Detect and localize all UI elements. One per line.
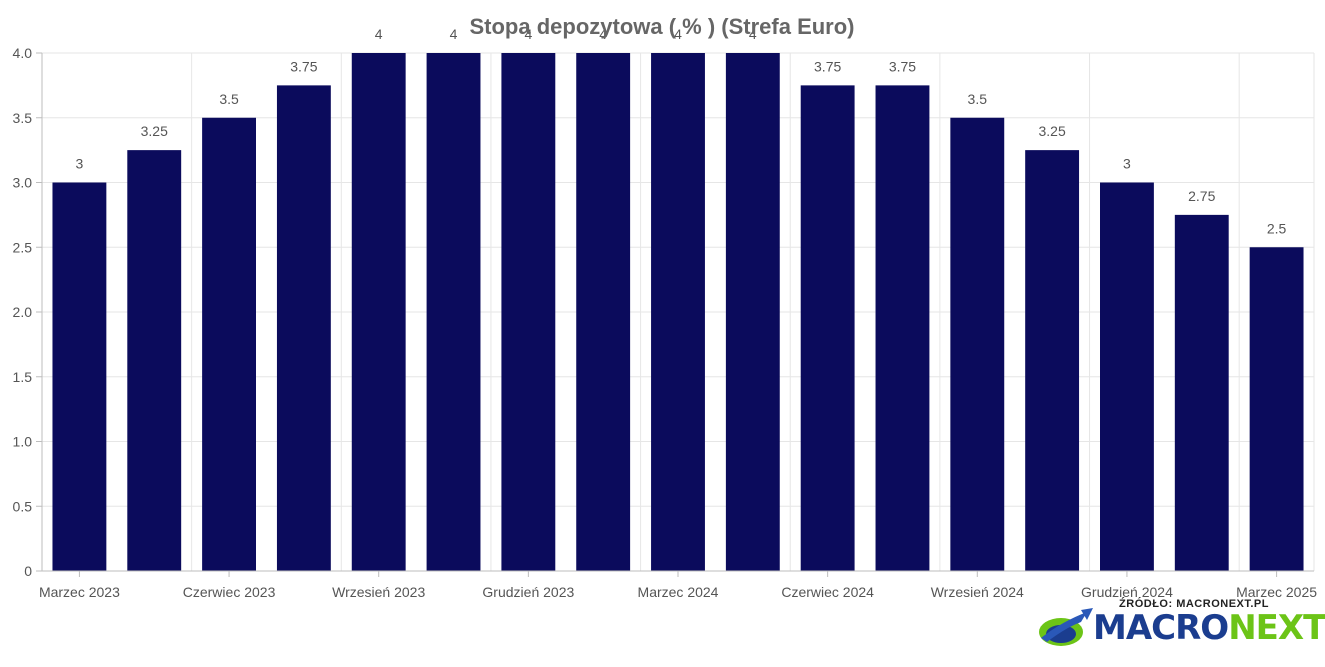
- bar[interactable]: [576, 53, 631, 571]
- tick-labels: 0 0.5 1.0 1.5 2.0 2.5 3.0 3.5 4.0 Marzec 2023 Czer…: [13, 45, 1318, 600]
- x-tick-label: Wrzesień 2024: [931, 584, 1024, 600]
- bar[interactable]: [1174, 214, 1229, 571]
- y-tick-label: 1.0: [13, 434, 33, 450]
- bar-value-label: 4: [599, 26, 607, 42]
- bar-value-label: 3.75: [889, 58, 916, 74]
- axes: [36, 52, 1314, 577]
- bar[interactable]: [651, 53, 705, 571]
- x-tick-label: Grudzień 2024: [1081, 584, 1173, 600]
- x-tick-label: Marzec 2024: [638, 584, 719, 600]
- x-tick-label: Marzec 2023: [39, 584, 120, 600]
- bar-value-label: 3: [1123, 156, 1131, 172]
- globe-arrow-icon: [1039, 608, 1093, 646]
- bar-value-label: 2.75: [1188, 188, 1215, 204]
- bar[interactable]: [725, 53, 780, 571]
- bars: [52, 53, 1304, 572]
- bar[interactable]: [351, 53, 406, 571]
- bar[interactable]: [501, 53, 556, 571]
- y-tick-label: 3.0: [13, 175, 33, 191]
- brand-wordmark: MACRONEXT: [1093, 610, 1325, 646]
- bar[interactable]: [800, 85, 855, 571]
- brand-word-macro: MACRO: [1093, 608, 1229, 648]
- bar[interactable]: [1025, 150, 1080, 571]
- bar[interactable]: [950, 117, 1005, 571]
- y-tick-label: 2.5: [13, 239, 33, 255]
- bar[interactable]: [202, 117, 256, 571]
- bar-value-label: 3.5: [968, 91, 988, 107]
- y-tick-label: 3.5: [13, 110, 33, 126]
- y-tick-label: 2.0: [13, 304, 33, 320]
- bar[interactable]: [875, 85, 930, 571]
- y-tick-label: 4.0: [13, 45, 33, 61]
- y-tick-label: 1.5: [13, 369, 33, 385]
- chart-title: Stopa depozytowa ( % ) (Strefa Euro): [469, 14, 854, 39]
- bar-value-label: 4: [450, 26, 458, 42]
- bar-value-label: 3.5: [219, 91, 239, 107]
- source-logo[interactable]: ŹRÓDŁO: MACRONEXT.PL MACRONEXT: [1037, 598, 1325, 656]
- bar[interactable]: [127, 150, 182, 571]
- bar-value-label: 4: [749, 26, 757, 42]
- x-tick-label: Grudzień 2023: [482, 584, 574, 600]
- y-tick-label: 0.5: [13, 498, 33, 514]
- x-tick-label: Marzec 2025: [1236, 584, 1317, 600]
- brand-word-next: NEXT: [1228, 608, 1325, 648]
- x-tick-label: Czerwiec 2023: [183, 584, 276, 600]
- bar-value-label: 3.75: [814, 58, 841, 74]
- bar[interactable]: [52, 182, 107, 572]
- bar[interactable]: [1249, 247, 1304, 571]
- bar[interactable]: [1100, 182, 1154, 572]
- bar-value-label: 3: [76, 156, 84, 172]
- bar-value-label: 2.5: [1267, 220, 1287, 236]
- bar-value-label: 3.25: [1038, 123, 1065, 139]
- bar-value-label: 3.75: [290, 58, 317, 74]
- source-text: ŹRÓDŁO: MACRONEXT.PL: [1119, 598, 1269, 610]
- bar-value-label: 4: [674, 26, 682, 42]
- x-tick-label: Wrzesień 2023: [332, 584, 425, 600]
- y-tick-label: 0: [24, 563, 32, 579]
- bar-value-label: 4: [375, 26, 383, 42]
- value-labels: 3 3.25 3.5 3.75 4 4 4 4 4 4 3.75 3.75 3.5 3.25 3 2.75 2.…: [76, 26, 1287, 236]
- x-tick-label: Czerwiec 2024: [781, 584, 874, 600]
- bar-value-label: 4: [524, 26, 532, 42]
- bar-value-label: 3.25: [141, 123, 168, 139]
- bar[interactable]: [276, 85, 331, 571]
- bar[interactable]: [426, 53, 481, 571]
